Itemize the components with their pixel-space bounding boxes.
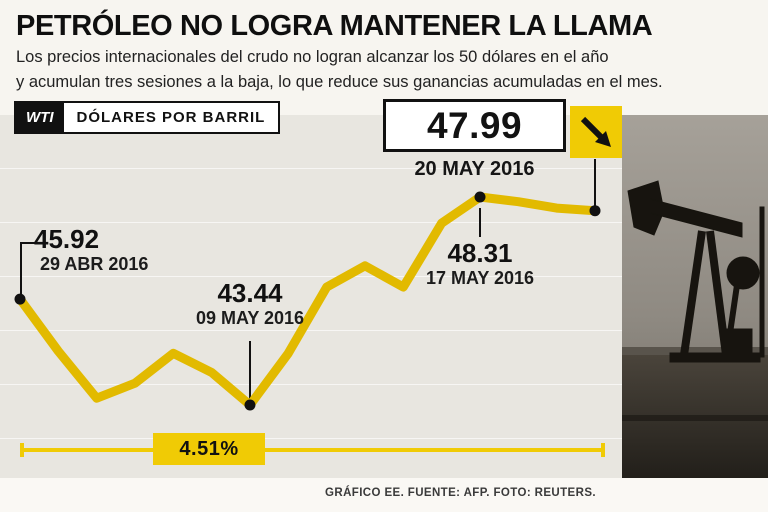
bracket-bar — [24, 448, 601, 452]
page-title: PETRÓLEO NO LOGRA MANTENER LA LLAMA — [16, 10, 653, 42]
price-line — [15, 192, 600, 410]
footer: GRÁFICO EE. FUENTE: AFP. FOTO: REUTERS. — [0, 478, 768, 512]
change-period-bracket — [20, 443, 605, 457]
trend-badge — [570, 106, 622, 158]
series-unit-label: DÓLARES POR BARRIL — [76, 109, 266, 126]
latest-price-date: 20 MAY 2016 — [414, 158, 535, 180]
annotation-peak: 48.31 17 MAY 2016 — [405, 239, 555, 289]
series-tag: WTI DÓLARES POR BARRIL — [14, 101, 281, 134]
annotation-start: 45.92 29 ABR 2016 — [34, 225, 148, 275]
labeled-point-dot — [589, 205, 601, 217]
chart-panel: 45.92 29 ABR 2016 43.44 09 MAY 2016 48.3… — [0, 115, 622, 478]
annotation-low: 43.44 09 MAY 2016 — [175, 279, 325, 329]
credit-line: GRÁFICO EE. FUENTE: AFP. FOTO: REUTERS. — [325, 487, 596, 499]
price-line-chart — [14, 159, 601, 411]
arrow-down-right-icon — [580, 116, 611, 147]
subtitle-line-2: y acumulan tres sesiones a la baja, lo q… — [16, 73, 663, 91]
annotation-peak-value: 48.31 — [447, 238, 513, 268]
annotation-peak-date: 17 MAY 2016 — [425, 268, 535, 288]
annotation-start-date: 29 ABR 2016 — [40, 254, 149, 274]
change-percent-badge: 4.51% — [153, 433, 265, 465]
data-point-dots — [14, 191, 601, 411]
subtitle-line-1: Los precios internacionales del crudo no… — [16, 48, 609, 66]
pumpjack-silhouette — [622, 115, 768, 478]
labeled-point-dot — [474, 191, 486, 203]
oil-pumpjack-photo — [622, 115, 768, 478]
annotation-low-value: 43.44 — [217, 278, 283, 308]
labeled-point-dot — [244, 399, 256, 411]
start-connector-line — [20, 242, 40, 295]
labeled-point-dot — [14, 293, 26, 305]
series-symbol: WTI — [16, 103, 64, 132]
annotation-low-date: 09 MAY 2016 — [195, 308, 305, 328]
annotation-start-value: 45.92 — [34, 224, 100, 254]
header: PETRÓLEO NO LOGRA MANTENER LA LLAMA Los … — [0, 0, 768, 115]
latest-price-callout: 47.99 — [383, 99, 566, 152]
